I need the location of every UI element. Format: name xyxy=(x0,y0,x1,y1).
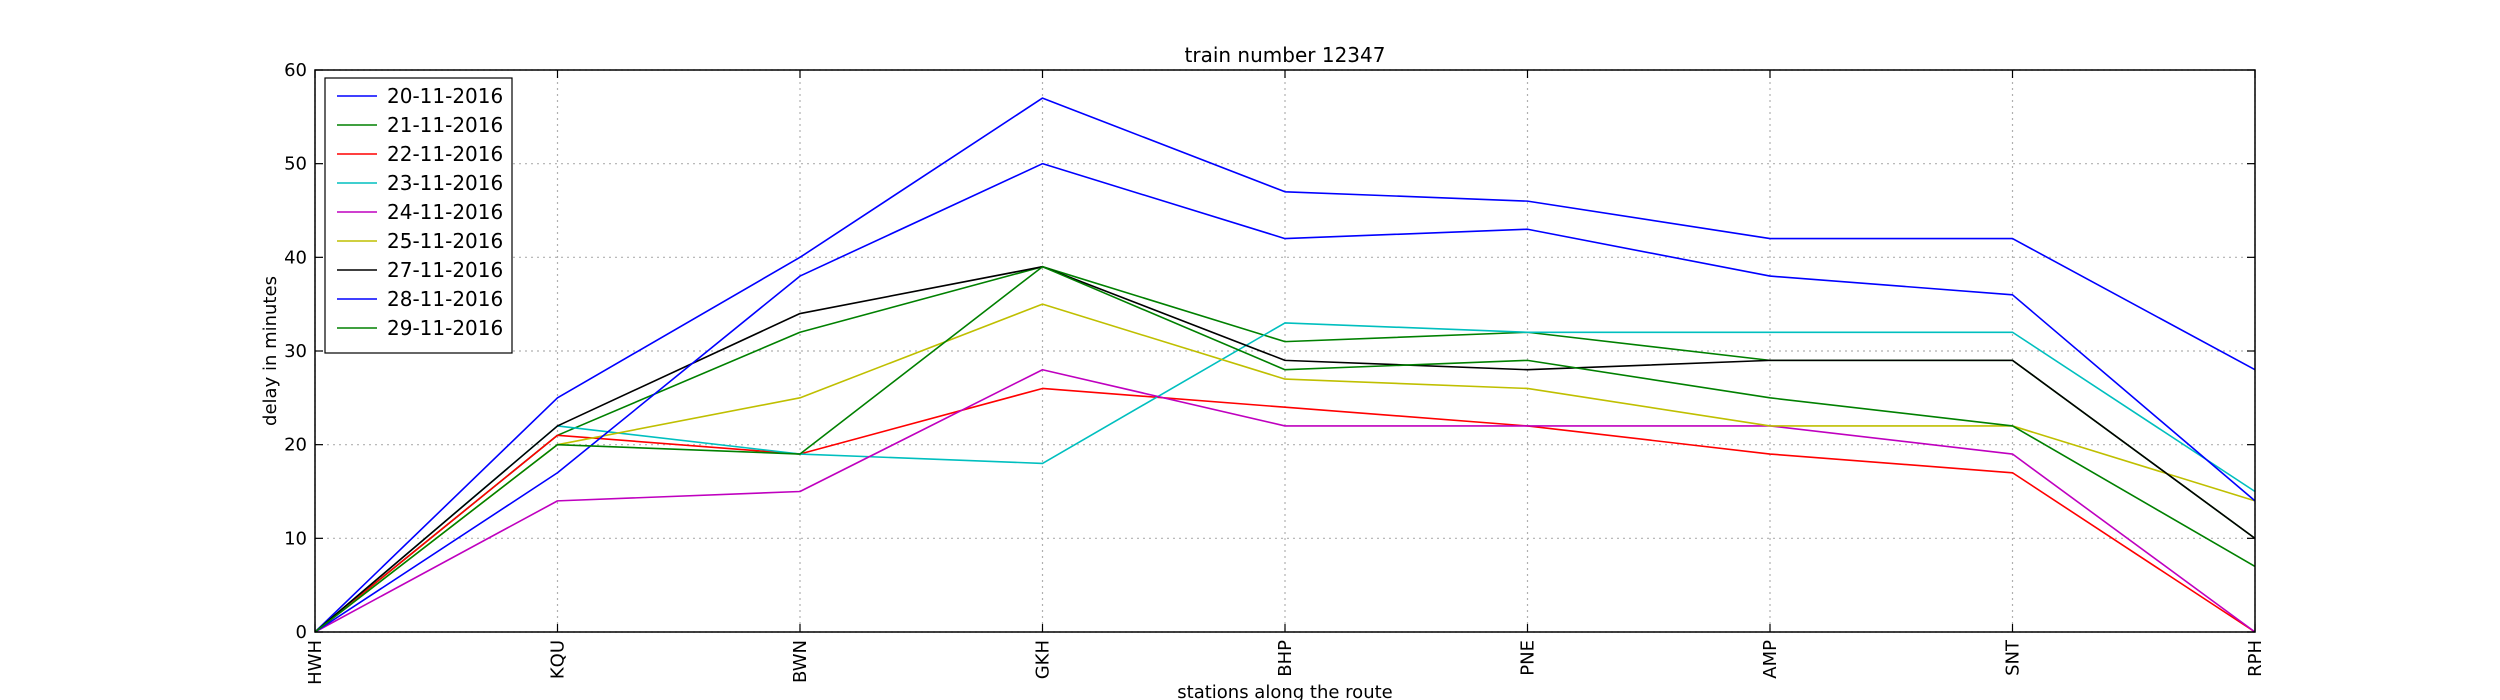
x-axis-title: stations along the route xyxy=(1177,682,1392,700)
legend-label: 28-11-2016 xyxy=(387,287,503,311)
x-tick-label: KQU xyxy=(548,640,569,679)
x-tick-label: BWN xyxy=(790,640,811,683)
y-axis-title: delay in minutes xyxy=(260,276,281,426)
grid-lines xyxy=(314,69,2256,633)
legend-label: 27-11-2016 xyxy=(387,258,503,282)
y-tick-label: 40 xyxy=(284,247,307,268)
y-tick-label: 30 xyxy=(284,341,307,362)
y-tick-label: 60 xyxy=(284,60,307,81)
legend-box xyxy=(324,77,513,354)
legend-label: 22-11-2016 xyxy=(387,142,503,166)
series-line xyxy=(314,265,2256,633)
series-line xyxy=(314,162,2256,633)
legend-label: 21-11-2016 xyxy=(387,113,503,137)
x-tick-label: AMP xyxy=(1760,640,1781,679)
y-tick-label: 20 xyxy=(284,435,307,456)
x-tick-label: BHP xyxy=(1275,640,1296,677)
x-axis-ticks: HWH KQU BWN GKH BHP PNE AMP SNT RPH xyxy=(305,70,2266,685)
series-line xyxy=(314,322,2256,633)
x-tick-label: SNT xyxy=(2003,639,2024,676)
x-tick-label: HWH xyxy=(305,640,326,685)
legend-label: 20-11-2016 xyxy=(387,84,503,108)
y-tick-label: 50 xyxy=(284,154,307,175)
legend-label: 29-11-2016 xyxy=(387,316,503,340)
x-tick-label: GKH xyxy=(1033,640,1054,679)
series-lines xyxy=(314,97,2256,633)
series-line xyxy=(314,97,2256,633)
series-line xyxy=(314,387,2256,633)
series-line xyxy=(314,368,2256,633)
legend: 20-11-2016 21-11-2016 22-11-2016 23-11-2016… xyxy=(324,77,513,354)
legend-label: 25-11-2016 xyxy=(387,229,503,253)
chart-title: train number 12347 xyxy=(1185,43,1386,67)
y-tick-label: 0 xyxy=(296,622,307,643)
legend-label: 24-11-2016 xyxy=(387,200,503,224)
series-line xyxy=(314,265,2256,633)
x-tick-label: PNE xyxy=(1518,640,1539,676)
series-line xyxy=(314,303,2256,633)
x-tick-label: RPH xyxy=(2245,640,2266,677)
y-axis-ticks: 0 10 20 30 40 50 60 xyxy=(284,60,2255,643)
y-tick-label: 10 xyxy=(284,528,307,549)
legend-label: 23-11-2016 xyxy=(387,171,503,195)
